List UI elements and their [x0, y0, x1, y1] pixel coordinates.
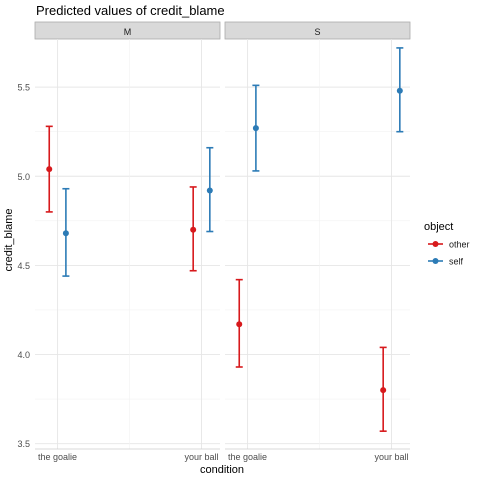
point-other	[380, 387, 387, 394]
legend-label-self: self	[449, 257, 464, 267]
x-tick-label: the goalie	[38, 452, 77, 462]
legend: object other self	[424, 221, 470, 267]
point-self	[206, 187, 213, 194]
point-other	[46, 166, 53, 173]
point-self	[396, 87, 403, 94]
legend-label-other: other	[449, 240, 470, 250]
point-other	[190, 226, 197, 233]
y-axis-label: credit_blame	[3, 209, 15, 272]
x-tick-label: the goalie	[228, 452, 267, 462]
chart-title: Predicted values of credit_blame	[36, 3, 225, 18]
y-axis: 3.5 4.0 4.5 5.0 5.5	[17, 83, 30, 450]
panel-strip-label: S	[314, 27, 320, 37]
legend-title: object	[424, 221, 453, 233]
panel-strip	[224, 21, 411, 40]
y-tick-label: 4.0	[17, 350, 30, 360]
legend-items: other self	[428, 240, 470, 267]
x-tick-label: your ball	[374, 452, 408, 462]
x-axis-label: condition	[200, 464, 244, 476]
point-self	[252, 125, 259, 132]
x-tick-label: your ball	[184, 452, 218, 462]
panel-strip-label: M	[124, 27, 132, 37]
y-tick-label: 5.0	[17, 172, 30, 182]
panel-strip	[34, 21, 221, 40]
point-other	[236, 321, 243, 328]
legend-key-point-other	[432, 241, 439, 247]
point-self	[62, 230, 69, 237]
legend-key-point-self	[432, 258, 439, 264]
y-tick-label: 3.5	[17, 439, 30, 449]
y-tick-label: 4.5	[17, 261, 30, 271]
y-tick-label: 5.5	[17, 83, 30, 93]
